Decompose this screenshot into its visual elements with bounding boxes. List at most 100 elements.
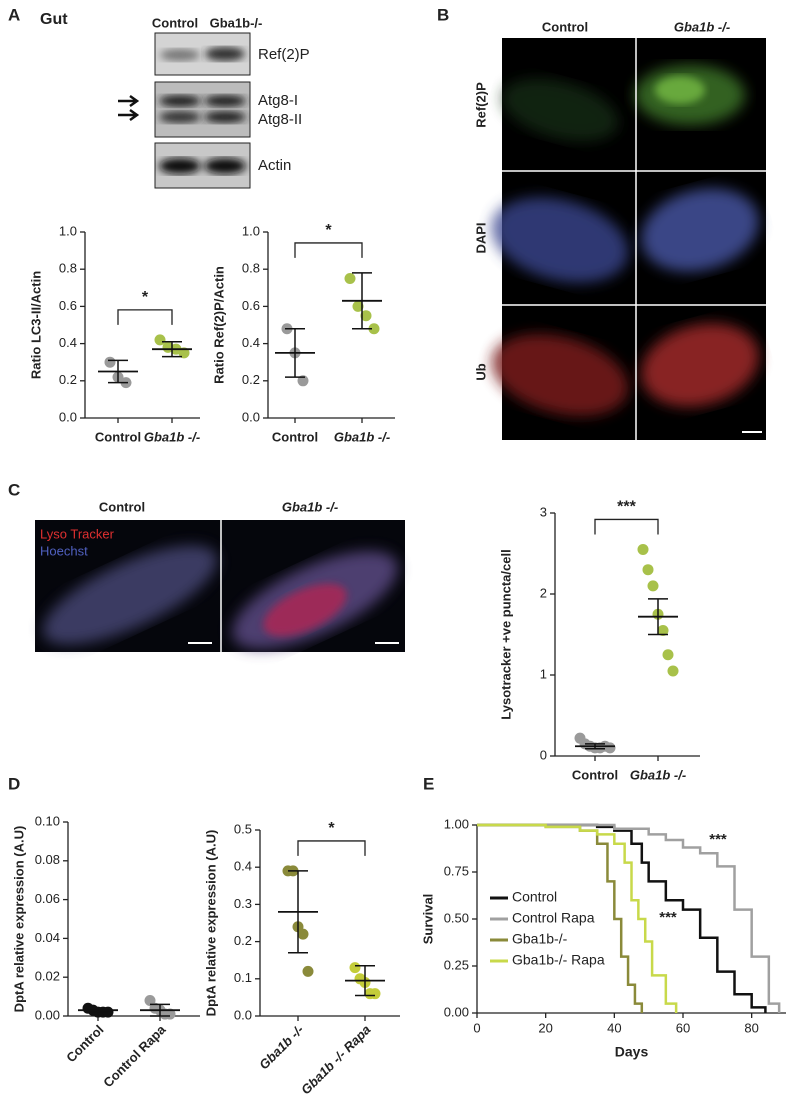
y-axis-label: Ratio Ref(2)P/Actin (211, 266, 226, 384)
x-tick-label: Control (572, 767, 618, 782)
y-axis-label: DptA relative expression (A.U) (11, 826, 26, 1013)
blot-column: Control (152, 15, 198, 30)
error-bar (288, 870, 308, 954)
y-tick-label: 0.2 (59, 372, 77, 387)
y-tick-label: 0.1 (234, 970, 252, 985)
y-tick-label: 0.08 (35, 852, 60, 867)
blot-label: Ref(2)P (258, 46, 310, 63)
blot-column: Gba1b-/- (210, 15, 263, 30)
y-tick-label: 0.25 (444, 957, 469, 972)
data-point (360, 310, 372, 322)
x-axis-label: Days (615, 1044, 649, 1060)
data-point (657, 624, 669, 636)
data-point (164, 1008, 176, 1020)
legend-label: Control Rapa (512, 910, 595, 926)
data-point (297, 375, 309, 387)
error-bar (108, 359, 128, 384)
stain-label: Lyso Tracker (40, 526, 115, 541)
error-bar (648, 598, 668, 636)
y-tick-label: 0.8 (59, 261, 77, 276)
data-point (637, 543, 649, 555)
data-point (349, 962, 361, 974)
x-tick-label: 0 (473, 1020, 480, 1035)
significance-bracket (594, 518, 659, 535)
panel-letter: A (8, 5, 20, 24)
y-tick-label: 1.0 (59, 223, 77, 238)
y-tick-label: 0.00 (444, 1004, 469, 1019)
y-axis-label: Survival (420, 894, 435, 945)
x-tick-label: Control (272, 429, 318, 444)
y-tick-label: 0.4 (234, 859, 252, 874)
y-tick-label: 0.0 (59, 409, 77, 424)
y-tick-label: 0.0 (234, 1007, 252, 1022)
error-bar (150, 1003, 170, 1017)
data-point (662, 649, 674, 661)
image-column: Gba1b -/- (282, 499, 338, 514)
y-tick-label: 2 (540, 585, 547, 600)
x-tick-label: 20 (538, 1020, 552, 1035)
survival-curve (477, 823, 767, 1013)
image-row: Ub (473, 363, 488, 380)
error-bar (88, 1007, 108, 1013)
x-tick-label: Gba1b -/- (630, 767, 686, 782)
y-tick-label: 0.0 (242, 409, 260, 424)
y-tick-label: 0.4 (242, 335, 260, 350)
blot-label: Atg8-II (258, 111, 302, 128)
error-bar (285, 327, 305, 378)
data-point (667, 665, 679, 677)
significance-label: * (325, 222, 332, 239)
blot-label: Actin (258, 157, 291, 174)
significance-bracket (294, 242, 363, 258)
legend-label: Gba1b-/- Rapa (512, 952, 605, 968)
significance-label: *** (617, 499, 636, 516)
x-tick-label: Gba1b -/- (144, 429, 200, 444)
y-tick-label: 3 (540, 504, 547, 519)
data-point (604, 742, 616, 754)
data-point (178, 347, 190, 359)
y-tick-label: 0.3 (234, 896, 252, 911)
stain-label: Hoechst (40, 543, 88, 558)
image-column: Control (99, 499, 145, 514)
x-tick-label: 80 (744, 1020, 758, 1035)
blots (118, 32, 251, 189)
x-tick-label: Control Rapa (100, 1021, 169, 1090)
significance-label: *** (709, 831, 727, 848)
y-tick-label: 0.02 (35, 969, 60, 984)
y-axis-label: Lysotracker +ve puncta/cell (498, 549, 513, 719)
y-axis-label: DptA relative expression (A.U) (203, 830, 218, 1017)
y-tick-label: 0.10 (35, 813, 60, 828)
error-bar (585, 743, 605, 750)
significance-bracket (297, 840, 366, 856)
x-tick-label: Control (95, 429, 141, 444)
y-tick-label: 0.6 (59, 298, 77, 313)
y-tick-label: 1.0 (242, 223, 260, 238)
significance-label: * (142, 289, 149, 306)
error-bar (162, 340, 182, 358)
y-tick-label: 1.00 (444, 816, 469, 831)
y-tick-label: 0.4 (59, 335, 77, 350)
x-tick-label: 40 (607, 1020, 621, 1035)
data-point (104, 356, 116, 368)
x-tick-label: 60 (676, 1020, 690, 1035)
panel-letter: E (423, 774, 434, 793)
x-tick-label: Control (63, 1022, 106, 1065)
error-bar (352, 272, 372, 330)
data-point (344, 273, 356, 284)
data-point (302, 965, 314, 977)
data-point (154, 334, 166, 346)
y-axis-label: Ratio LC3-II/Actin (28, 271, 43, 379)
image-row: DAPI (473, 222, 488, 253)
error-bar (355, 965, 375, 997)
legend-label: Control (512, 889, 557, 905)
data-point (369, 988, 381, 1000)
significance-label: * (328, 820, 335, 837)
image-column: Gba1b -/- (674, 19, 730, 34)
y-tick-label: 0.00 (35, 1007, 60, 1022)
legend-label: Gba1b-/- (512, 931, 568, 947)
y-tick-label: 0.5 (234, 821, 252, 836)
y-tick-label: 0.04 (35, 930, 60, 945)
blot-label: Atg8-I (258, 92, 298, 109)
x-tick-label: Gba1b -/- (334, 429, 390, 444)
x-tick-label: Gba1b -/- (256, 1022, 306, 1072)
